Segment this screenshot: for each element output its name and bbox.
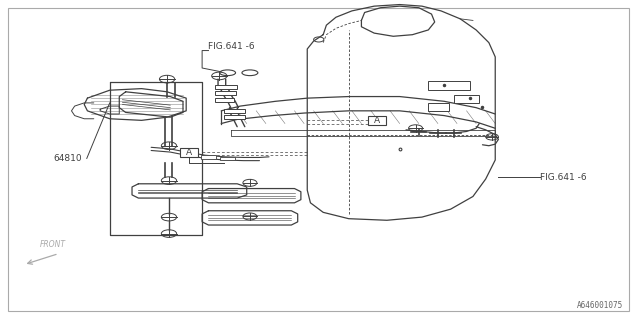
Text: A: A: [374, 116, 380, 125]
Text: A: A: [186, 148, 193, 156]
Bar: [369, 116, 387, 125]
Bar: [225, 115, 246, 119]
Text: FRONT: FRONT: [40, 240, 65, 249]
Text: 64810: 64810: [54, 154, 83, 163]
Text: FIG.641 -6: FIG.641 -6: [540, 173, 586, 182]
Bar: [454, 95, 479, 103]
Bar: [428, 81, 470, 90]
Bar: [428, 103, 449, 111]
Bar: [180, 148, 198, 156]
Bar: [182, 152, 197, 156]
Bar: [215, 92, 236, 95]
Bar: [225, 109, 246, 113]
Text: FIG.641 -6: FIG.641 -6: [209, 42, 255, 51]
Text: A646001075: A646001075: [577, 301, 623, 310]
Bar: [220, 156, 236, 160]
Bar: [201, 155, 216, 159]
Bar: [215, 85, 237, 89]
Bar: [215, 98, 234, 102]
